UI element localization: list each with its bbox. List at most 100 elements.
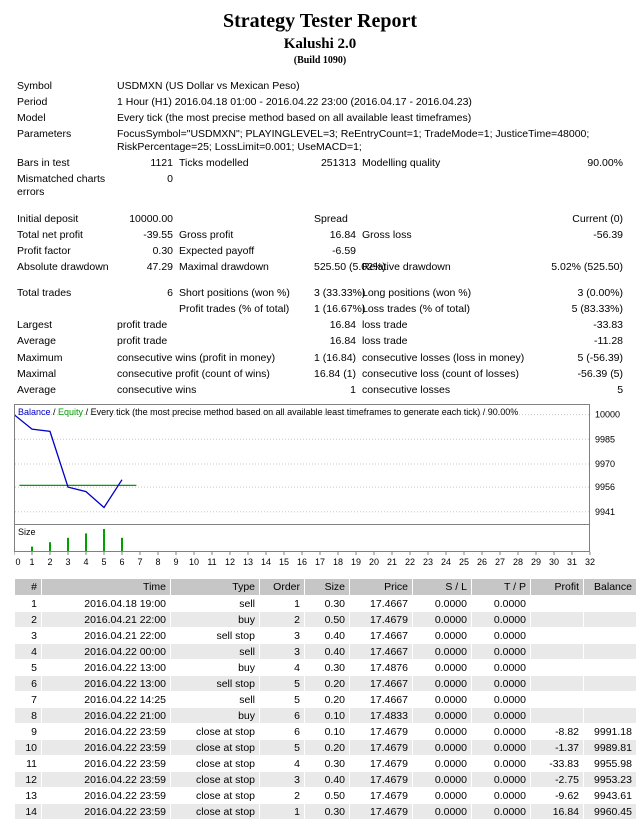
trade-cell (531, 708, 583, 724)
x-axis-label: 17 (315, 557, 325, 567)
trade-cell: sell (171, 596, 259, 612)
trade-cell (531, 596, 583, 612)
relative-drawdown-value: 5.02% (525.50) (551, 260, 624, 273)
trade-cell: 2016.04.21 22:00 (42, 628, 170, 644)
maximal-consecutive-profit-value: 16.84 (1) (314, 367, 357, 380)
avg-consecutive-wins-label: consecutive wins (117, 383, 197, 396)
trade-cell: 0.0000 (472, 724, 530, 740)
trade-cell: 2016.04.18 19:00 (42, 596, 170, 612)
trade-cell: 16.84 (531, 804, 583, 820)
trade-cell: 0.0000 (472, 740, 530, 756)
x-axis-label: 2 (47, 557, 52, 567)
y-axis-label: 10000 (595, 410, 620, 420)
trade-cell: 2 (260, 612, 304, 628)
trade-cell: 0.30 (305, 596, 349, 612)
trade-row: 5 2016.04.22 13:00 buy 4 0.30 17.4876 0.0000 0.… (15, 660, 636, 676)
gross-profit-value: 16.84 (329, 228, 356, 241)
max-consecutive-losses-label: consecutive losses (loss in money) (362, 351, 525, 364)
x-axis-label: 20 (369, 557, 379, 567)
gross-loss-label: Gross loss (362, 228, 412, 241)
summary-row: Parameters FocusSymbol="USDMXN"; PLAYINGL… (14, 126, 626, 155)
trade-cell: 0.30 (305, 804, 349, 820)
trade-cell: 2 (15, 612, 41, 628)
modelling-quality-value: 90.00% (587, 157, 624, 170)
trade-cell: 17.4876 (350, 660, 412, 676)
trade-cell: 0.0000 (413, 644, 471, 660)
total-net-profit-value: -39.55 (143, 228, 173, 241)
trade-row: 11 2016.04.22 23:59 close at stop 4 0.30 17.4… (15, 756, 636, 772)
gross-loss-value: -56.39 (593, 228, 624, 241)
trade-cell: 0.0000 (413, 612, 471, 628)
trade-cell: 17.4679 (350, 788, 412, 804)
initial-deposit-label: Initial deposit (17, 212, 79, 225)
x-axis-label: 7 (137, 557, 142, 567)
trades-column-header: Price (350, 579, 412, 596)
trade-cell (584, 676, 636, 692)
trade-cell: 17.4833 (350, 708, 412, 724)
spacer-cell (14, 276, 626, 286)
trade-cell: 17.4667 (350, 596, 412, 612)
y-axis-label: 9941 (595, 507, 615, 517)
trade-cell: 9 (15, 724, 41, 740)
summary-cell (14, 302, 114, 318)
maximum-label: Maximum (17, 351, 63, 364)
trade-cell: 0.0000 (472, 676, 530, 692)
trade-cell: 17.4679 (350, 756, 412, 772)
summary-row: Absolute drawdown 47.29 Maximal drawdown 52… (14, 259, 626, 275)
trade-cell: 0.0000 (472, 692, 530, 708)
trade-cell: 0.0000 (472, 708, 530, 724)
summary-table: Symbol USDMXN (US Dollar vs Mexican Peso)… (14, 78, 626, 398)
summary-row: Initial deposit 10000.00 Spread Current (0) (14, 211, 626, 227)
report-title: Strategy Tester Report (222, 10, 418, 32)
x-axis-label: 28 (513, 557, 523, 567)
period-value: 1 Hour (H1) 2016.04.18 01:00 - 2016.04.2… (117, 95, 472, 108)
average2-label: Average (17, 383, 56, 396)
trade-cell: 0.30 (305, 660, 349, 676)
x-axis-label: 15 (279, 557, 289, 567)
trade-cell: 0.10 (305, 708, 349, 724)
summary-row: Maximum consecutive wins (profit in money… (14, 350, 626, 366)
trade-row: 2 2016.04.21 22:00 buy 2 0.50 17.4679 0.0000 0.… (15, 612, 636, 628)
spread-value: Current (0) (572, 212, 624, 225)
loss-trades-label: Loss trades (% of total) (362, 303, 470, 316)
trade-cell: 0.0000 (472, 628, 530, 644)
trade-cell: 14 (15, 804, 41, 820)
x-axis-label: 10 (189, 557, 199, 567)
x-axis-label: 21 (387, 557, 397, 567)
mismatched-errors-value: 0 (167, 173, 173, 186)
trade-cell: 0.0000 (413, 724, 471, 740)
trade-cell: 0.40 (305, 628, 349, 644)
trade-cell: sell stop (171, 628, 259, 644)
trade-cell: 9953.23 (584, 772, 636, 788)
trade-cell: 5 (15, 660, 41, 676)
trade-cell: 3 (260, 772, 304, 788)
ticks-modelled-label: Ticks modelled (179, 157, 249, 170)
trade-cell: 0.0000 (472, 660, 530, 676)
summary-row: Model Every tick (the most precise method… (14, 110, 626, 126)
symbol-label: Symbol (17, 79, 53, 92)
trade-cell: 0.0000 (472, 612, 530, 628)
spacer-cell (14, 201, 626, 211)
gross-profit-label: Gross profit (179, 228, 234, 241)
average-label: Average (17, 335, 56, 348)
trade-cell: 9991.18 (584, 724, 636, 740)
trades-column-header: Profit (531, 579, 583, 596)
max-consecutive-wins-label: consecutive wins (profit in money) (117, 351, 276, 364)
model-label: Model (17, 111, 46, 124)
trade-row: 12 2016.04.22 23:59 close at stop 3 0.40 17.4… (15, 772, 636, 788)
summary-cell (114, 302, 176, 318)
x-axis-label: 25 (459, 557, 469, 567)
trade-cell: 4 (260, 756, 304, 772)
trade-cell: 17.4679 (350, 724, 412, 740)
chart-legend: Balance / Equity / Every tick (the most … (18, 407, 518, 417)
trade-cell: 6 (260, 708, 304, 724)
trade-cell: 0.50 (305, 612, 349, 628)
trade-cell (531, 660, 583, 676)
summary-row: Average profit trade 16.84 loss trade -11.28 (14, 334, 626, 350)
largest-loss-trade-label: loss trade (362, 319, 408, 332)
trade-cell (531, 644, 583, 660)
trade-cell: 0.0000 (472, 788, 530, 804)
x-axis-label: 5 (101, 557, 106, 567)
